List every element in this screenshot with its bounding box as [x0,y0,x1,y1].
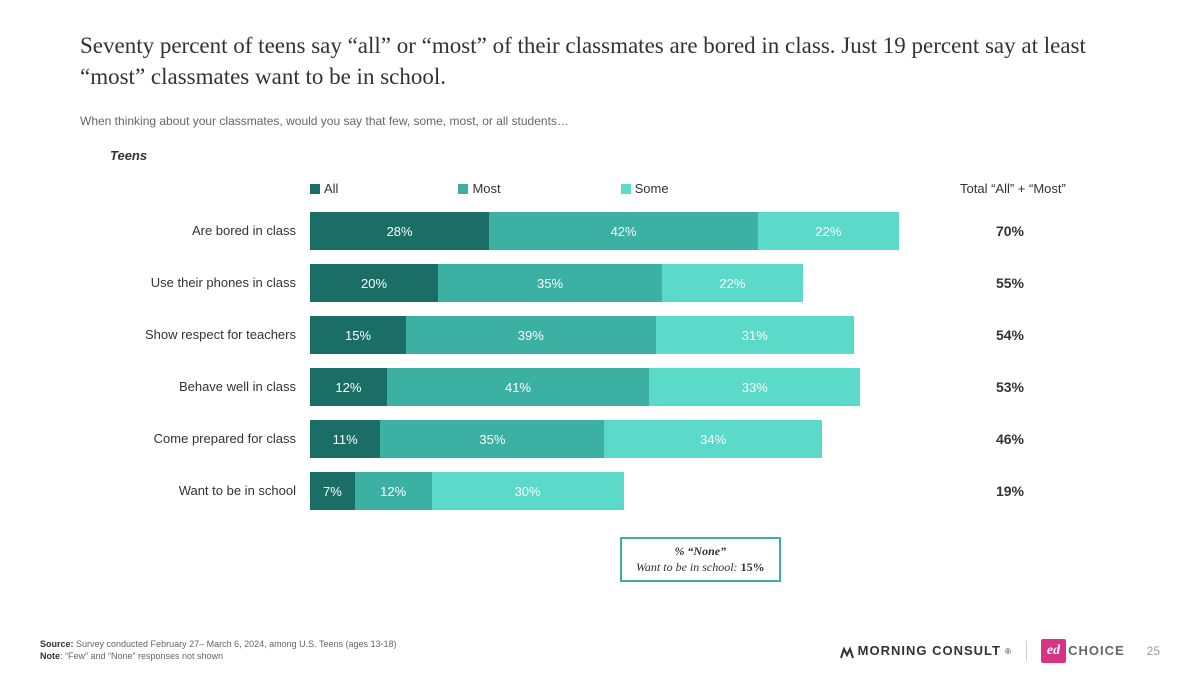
legend-item: Some [621,181,669,196]
logo-divider [1026,641,1027,661]
bar-segment-most: 12% [355,472,432,510]
row-label: Show respect for teachers [110,327,310,343]
callout-line2: Want to be in school: 15% [636,560,765,576]
footer: Source: Survey conducted February 27– Ma… [40,638,1160,663]
row-total: 53% [960,379,1060,395]
bar-segment-all: 15% [310,316,406,354]
page-title: Seventy percent of teens say “all” or “m… [80,30,1120,92]
bar-track: 7%12%30% [310,472,950,510]
legend-row: All Most Some Total “All” + “Most” [110,181,1120,196]
row-label: Use their phones in class [110,275,310,291]
bar-segment-most: 35% [438,264,662,302]
bar-segment-all: 28% [310,212,489,250]
row-total: 46% [960,431,1060,447]
row-label: Want to be in school [110,483,310,499]
chart-row: Show respect for teachers15%39%31% 54% [110,316,1120,354]
bar-segment-all: 11% [310,420,380,458]
morning-consult-mark-icon [840,645,854,659]
legend-label: Most [472,181,500,196]
group-label: Teens [110,148,1120,163]
row-label: Come prepared for class [110,431,310,447]
legend-item: Most [458,181,500,196]
callout-box: % “None” Want to be in school: 15% [620,537,781,582]
survey-question: When thinking about your classmates, wou… [80,114,1120,128]
row-total: 54% [960,327,1060,343]
bar-track: 12%41%33% [310,368,950,406]
bar-track: 15%39%31% [310,316,950,354]
edchoice-logo: edCHOICE [1041,639,1125,663]
chart-row: Are bored in class28%42%22% 70% [110,212,1120,250]
bar-segment-some: 30% [432,472,624,510]
row-label: Are bored in class [110,223,310,239]
chart-row: Use their phones in class20%35%22% 55% [110,264,1120,302]
bar-segment-most: 39% [406,316,656,354]
morning-consult-logo: MORNING CONSULT® [840,642,1012,660]
bar-segment-some: 22% [758,212,899,250]
legend-label: Some [635,181,669,196]
row-total: 70% [960,223,1060,239]
page-number: 25 [1147,643,1160,660]
legend-swatch [458,184,468,194]
stacked-bar-chart: All Most Some Total “All” + “Most” Are bor… [110,181,1120,510]
bar-track: 28%42%22% [310,212,950,250]
bar-segment-all: 7% [310,472,355,510]
bar-track: 11%35%34% [310,420,950,458]
bar-segment-most: 41% [387,368,649,406]
legend-swatch [621,184,631,194]
bar-segment-most: 42% [489,212,758,250]
total-header: Total “All” + “Most” [960,181,1066,196]
legend-label: All [324,181,338,196]
row-total: 19% [960,483,1060,499]
bar-segment-all: 20% [310,264,438,302]
legend-item: All [310,181,338,196]
chart-row: Come prepared for class11%35%34% 46% [110,420,1120,458]
row-total: 55% [960,275,1060,291]
footer-right: MORNING CONSULT® edCHOICE 25 [840,639,1160,663]
chart-row: Want to be in school7%12%30% 19% [110,472,1120,510]
bar-segment-all: 12% [310,368,387,406]
bar-segment-some: 34% [604,420,822,458]
callout-line1: % “None” [636,544,765,560]
chart-row: Behave well in class12%41%33% 53% [110,368,1120,406]
bar-segment-most: 35% [380,420,604,458]
bar-segment-some: 33% [649,368,860,406]
bar-segment-some: 31% [656,316,854,354]
row-label: Behave well in class [110,379,310,395]
bar-track: 20%35%22% [310,264,950,302]
bar-segment-some: 22% [662,264,803,302]
legend-swatch [310,184,320,194]
